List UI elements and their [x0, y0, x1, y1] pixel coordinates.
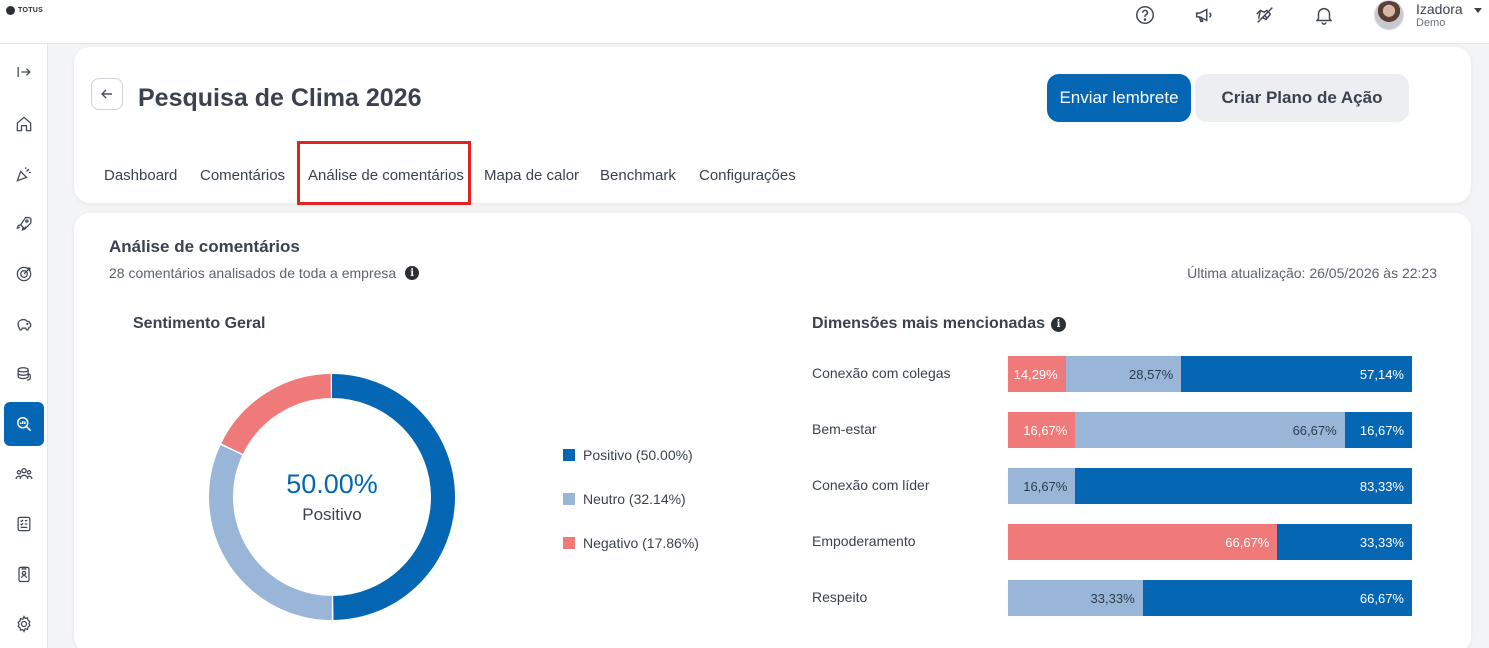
- info-icon[interactable]: i: [1050, 316, 1066, 332]
- comments-count-text: 28 comentários analisados de toda a empr…: [109, 265, 397, 281]
- sidebar: [0, 44, 48, 648]
- dimension-label: Respeito: [812, 589, 868, 605]
- comment-analysis-card: Análise de comentários 28 comentários an…: [74, 213, 1471, 648]
- dimension-row: Empoderamento 66,67% 33,33%: [812, 524, 1412, 560]
- tab-analise-comentarios[interactable]: Análise de comentários: [308, 167, 464, 184]
- logo-mark-icon: [6, 6, 15, 15]
- bar-segment-neg[interactable]: 16,67%: [1008, 412, 1076, 448]
- dimension-stacked-bar: 33,33% 66,67%: [1008, 580, 1412, 616]
- legend-swatch: [563, 537, 575, 549]
- send-reminder-button[interactable]: Enviar lembrete: [1047, 74, 1191, 122]
- donut-slice-positivo[interactable]: [209, 374, 455, 620]
- info-icon[interactable]: i: [405, 266, 420, 280]
- create-action-plan-button[interactable]: Criar Plano de Ação: [1195, 74, 1409, 122]
- legend-label: Negativo (17.86%): [583, 535, 699, 551]
- megaphone-icon[interactable]: [1193, 4, 1215, 26]
- tab-benchmark[interactable]: Benchmark: [600, 167, 676, 184]
- page-title: Pesquisa de Clima 2026: [138, 84, 422, 112]
- last-update-text: Última atualização: 26/05/2026 às 22:23: [1187, 265, 1437, 281]
- totus-logo[interactable]: TOTUS: [6, 6, 43, 15]
- dimension-stacked-bar: 16,67% 83,33%: [1008, 468, 1412, 504]
- home-icon[interactable]: [4, 102, 44, 146]
- legend-swatch: [563, 493, 575, 505]
- tab-configuracoes[interactable]: Configurações: [699, 167, 796, 184]
- handshake-icon[interactable]: [1254, 4, 1276, 26]
- dimension-label: Conexão com colegas: [812, 365, 951, 381]
- legend-item-neutro: Neutro (32.14%): [563, 491, 686, 507]
- donut-center-value: 50.00%: [286, 469, 378, 499]
- search-analytics-icon[interactable]: [4, 402, 44, 446]
- bar-segment-pos[interactable]: 57,14%: [1181, 356, 1412, 392]
- bar-segment-pos[interactable]: 66,67%: [1142, 580, 1412, 616]
- user-name[interactable]: Izadora: [1416, 1, 1463, 17]
- dimension-row: Bem-estar 16,67% 66,67% 16,67%: [812, 412, 1413, 448]
- id-badge-icon[interactable]: [4, 552, 44, 596]
- settings-icon[interactable]: [4, 602, 44, 646]
- bar-segment-pos[interactable]: 16,67%: [1344, 412, 1413, 448]
- dimension-stacked-bar: 16,67% 66,67% 16,67%: [1008, 412, 1413, 448]
- rocket-icon[interactable]: [4, 202, 44, 246]
- back-button[interactable]: [91, 78, 123, 110]
- piggy-bank-icon[interactable]: [4, 302, 44, 346]
- bar-segment-neu[interactable]: 16,67%: [1008, 468, 1076, 504]
- legend-item-positivo: Positivo (50.00%): [563, 447, 693, 463]
- survey-header-card: Pesquisa de Clima 2026 Enviar lembrete C…: [74, 47, 1471, 205]
- help-icon[interactable]: [1134, 4, 1156, 26]
- legend-label: Neutro (32.14%): [583, 491, 686, 507]
- bar-segment-neu[interactable]: 33,33%: [1008, 580, 1143, 616]
- legend-label: Positivo (50.00%): [583, 447, 693, 463]
- bar-segment-neg[interactable]: 14,29%: [1008, 356, 1066, 392]
- coins-icon[interactable]: [4, 352, 44, 396]
- bar-segment-neu[interactable]: 28,57%: [1065, 356, 1182, 392]
- dimensions-title: Dimensões mais mencionadas i: [812, 315, 1066, 333]
- dimension-stacked-bar: 66,67% 33,33%: [1008, 524, 1412, 560]
- dimension-stacked-bar: 14,29% 28,57% 57,14%: [1008, 356, 1412, 392]
- target-icon[interactable]: [4, 252, 44, 296]
- tab-dashboard[interactable]: Dashboard: [104, 167, 178, 184]
- tab-comentarios[interactable]: Comentários: [200, 167, 286, 184]
- tab-mapa-calor[interactable]: Mapa de calor: [484, 167, 580, 184]
- active-tab-highlight: [297, 141, 471, 205]
- bell-icon[interactable]: [1313, 4, 1335, 26]
- top-bar: TOTUS Izadora Demo: [0, 0, 1489, 44]
- chevron-down-icon[interactable]: [1474, 8, 1482, 13]
- dimension-label: Empoderamento: [812, 533, 916, 549]
- legend-item-negativo: Negativo (17.86%): [563, 535, 699, 551]
- arrow-left-icon: [101, 89, 112, 99]
- user-role: Demo: [1416, 17, 1446, 29]
- bar-segment-neg[interactable]: 66,67%: [1008, 524, 1278, 560]
- expand-sidebar-icon[interactable]: [4, 50, 44, 94]
- section-subtitle: 28 comentários analisados de toda a empr…: [109, 265, 420, 281]
- donut-slice-neutro[interactable]: [209, 374, 455, 620]
- sentiment-title: Sentimento Geral: [133, 315, 266, 332]
- dimensions-title-text: Dimensões mais mencionadas: [812, 315, 1045, 332]
- dimension-label: Bem-estar: [812, 421, 877, 437]
- sentiment-donut-chart: 50.00% Positivo: [204, 369, 460, 625]
- dimension-row: Respeito 33,33% 66,67%: [812, 580, 1412, 616]
- bar-segment-pos[interactable]: 33,33%: [1277, 524, 1412, 560]
- logo-text: TOTUS: [18, 7, 44, 14]
- bar-segment-pos[interactable]: 83,33%: [1075, 468, 1412, 504]
- donut-center-label: Positivo: [302, 505, 362, 524]
- user-avatar[interactable]: [1374, 0, 1404, 30]
- legend-swatch: [563, 449, 575, 461]
- dimension-row: Conexão com colegas 14,29% 28,57% 57,14%: [812, 356, 1412, 392]
- checklist-icon[interactable]: [4, 502, 44, 546]
- dimension-row: Conexão com líder 16,67% 83,33%: [812, 468, 1412, 504]
- people-icon[interactable]: [4, 452, 44, 496]
- section-title: Análise de comentários: [109, 237, 300, 256]
- dimension-label: Conexão com líder: [812, 477, 930, 493]
- celebration-icon[interactable]: [4, 152, 44, 196]
- bar-segment-neu[interactable]: 66,67%: [1075, 412, 1345, 448]
- donut-center: 50.00% Positivo: [204, 369, 460, 625]
